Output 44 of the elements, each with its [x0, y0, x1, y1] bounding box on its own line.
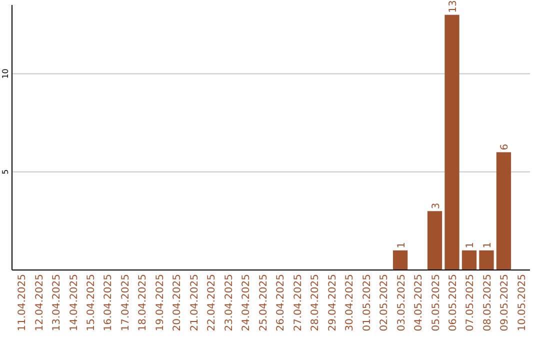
- x-tick-label: 18.04.2025: [138, 274, 149, 332]
- bar: [392, 250, 408, 270]
- data-label: 1: [482, 242, 494, 248]
- x-tick-label: 20.04.2025: [172, 274, 184, 332]
- x-tick-label: 05.05.2025: [430, 274, 442, 332]
- x-tick-label: 28.04.2025: [310, 274, 322, 332]
- x-tick-label: 25.04.2025: [258, 274, 270, 332]
- data-label: 3: [430, 202, 442, 210]
- x-tick-label: 29.04.2025: [327, 274, 338, 332]
- bar: [427, 211, 442, 270]
- x-tick-label: 24.04.2025: [241, 274, 252, 332]
- x-tick-label: 07.05.2025: [465, 274, 476, 332]
- x-tick-label: 11.04.2025: [17, 274, 28, 332]
- x-tick-label: 23.04.2025: [224, 274, 235, 332]
- x-tick-label: 06.05.2025: [448, 274, 459, 332]
- bar: [462, 250, 477, 270]
- x-tick-label: 27.04.2025: [292, 274, 304, 332]
- x-tick-label: 09.05.2025: [500, 274, 511, 332]
- x-tick-label: 30.04.2025: [344, 274, 356, 332]
- x-tick-label: 10.05.2025: [516, 274, 528, 332]
- x-tick-label: 01.05.2025: [362, 274, 373, 332]
- x-tick-label: 15.04.2025: [86, 274, 97, 332]
- bar: [496, 152, 512, 270]
- y-tick-label: 5: [1, 169, 10, 174]
- y-tick-label: 10: [1, 68, 10, 79]
- x-tick-label: 03.05.2025: [396, 274, 408, 332]
- bar: [444, 14, 460, 270]
- x-tick-label: 02.05.2025: [379, 274, 390, 332]
- x-tick-label: 22.04.2025: [206, 274, 218, 332]
- x-tick-label: 19.04.2025: [154, 274, 166, 332]
- x-tick-label: 04.05.2025: [414, 274, 425, 332]
- bar: [479, 250, 494, 270]
- x-tick-label: 21.04.2025: [189, 274, 200, 332]
- data-label: 6: [500, 144, 511, 150]
- x-tick-label: 08.05.2025: [482, 274, 494, 332]
- x-tick-label: 12.04.2025: [34, 274, 46, 332]
- data-label: 1: [465, 242, 476, 248]
- x-tick-label: 16.04.2025: [103, 274, 114, 332]
- x-tick-label: 26.04.2025: [276, 274, 287, 332]
- x-tick-label: 17.04.2025: [120, 274, 132, 332]
- x-tick-label: 14.04.2025: [68, 274, 80, 332]
- data-label: 1: [396, 242, 408, 248]
- x-tick-label: 13.04.2025: [52, 274, 63, 332]
- data-label: 13: [448, 0, 459, 13]
